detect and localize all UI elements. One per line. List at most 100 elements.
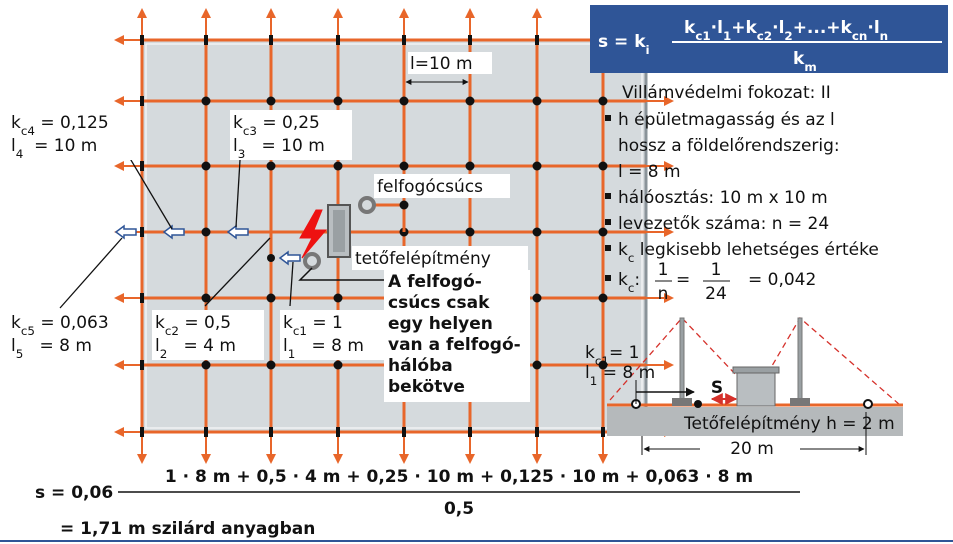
leader (235, 159, 241, 228)
text-part: = 0,5 (179, 313, 231, 333)
note: egy helyen (388, 314, 493, 334)
subscript: 2 (784, 29, 792, 43)
junction (598, 360, 608, 370)
text-part: l = 8 m (618, 162, 681, 182)
bullet (605, 115, 611, 121)
bullet (605, 193, 611, 199)
info-line: kc: (618, 270, 640, 295)
text-part: k (233, 113, 243, 133)
junction (465, 96, 475, 106)
subscript: 5 (16, 347, 24, 361)
text-part: = 1 (307, 313, 343, 333)
clamp (336, 427, 340, 437)
structure-top (732, 366, 780, 374)
flow-arrow (114, 224, 137, 240)
note: A felfogó- (388, 272, 482, 292)
side-label: kc1= 1 (585, 343, 639, 368)
text-part: = 8 m (295, 336, 364, 356)
note: bekötve (388, 377, 465, 397)
note: csúcs csak (388, 293, 490, 313)
mast (797, 317, 803, 401)
junction (266, 360, 276, 370)
calc-denominator: 0,5 (444, 499, 474, 519)
info-line: levezetők száma: n = 24 (618, 214, 829, 234)
clamp (140, 427, 144, 437)
label-bg (8, 310, 140, 360)
mast-base (790, 398, 810, 406)
subscript: 3 (238, 147, 246, 161)
grid-label: l5 = 8 m (11, 336, 92, 361)
leader (59, 237, 123, 309)
lightning (299, 209, 328, 259)
subscript: c5 (21, 324, 35, 338)
fraction-top: 1 (711, 260, 722, 280)
clamp (468, 427, 472, 437)
bullet (605, 275, 611, 281)
junction (532, 360, 542, 370)
fraction-bottom: n (658, 284, 669, 304)
air-terminal (358, 196, 376, 214)
leader (204, 237, 271, 307)
text-part: k (11, 113, 21, 133)
clamp (402, 35, 406, 45)
label-bg (152, 310, 264, 360)
subscript: c2 (757, 29, 772, 43)
flow-arrow (162, 224, 185, 240)
text-part: ·l (867, 18, 879, 38)
text-part: k (684, 18, 696, 38)
label-bg (408, 52, 492, 74)
clamp (140, 161, 144, 171)
label-bg (8, 110, 140, 160)
junction (863, 399, 873, 409)
junction (333, 293, 343, 303)
info-line: l = 8 m (618, 162, 681, 182)
junction (201, 161, 211, 171)
text-part: l (155, 336, 160, 356)
subscript: 1 (590, 374, 598, 388)
numerator: kc1·l1+kc2·l2+...+kcn·ln (684, 18, 888, 43)
clamp (402, 427, 406, 437)
mast-base (672, 398, 692, 406)
junction (598, 161, 608, 171)
text-part: l (585, 363, 590, 383)
grid-label: kc3 = 0,25 (233, 113, 320, 138)
info-line: hossz a földelőrendszerig: (618, 136, 840, 156)
flow-arrow (278, 250, 301, 266)
junction (333, 161, 343, 171)
grid-label: l2 = 4 m (155, 336, 236, 361)
text-part: k (283, 313, 293, 333)
junction (333, 360, 343, 370)
bullet (605, 219, 611, 225)
clamp (204, 427, 208, 437)
text-part: l (11, 336, 16, 356)
text-part: k (618, 240, 628, 260)
subscript: 1 (288, 347, 296, 361)
label-bg (374, 174, 510, 198)
leader (289, 261, 294, 307)
junction (266, 293, 276, 303)
roof-edge (145, 43, 643, 429)
info-line: h épületmagasság és az l (618, 110, 835, 130)
clamp (269, 35, 273, 45)
width-label: 20 m (730, 439, 774, 459)
grid-label: l1 = 8 m (283, 336, 364, 361)
text-part: = 0,125 (35, 113, 109, 133)
junction (694, 400, 702, 408)
grid-label: kc2 = 0,5 (155, 313, 231, 338)
junction (266, 96, 276, 106)
text-part: : (634, 270, 640, 290)
text-part: +k (731, 18, 757, 38)
subscript: c (628, 251, 635, 265)
text-part: = 0,25 (257, 113, 320, 133)
mast (679, 317, 685, 401)
s-label: S (711, 378, 723, 398)
calc-lhs: s = 0,06 (35, 483, 113, 503)
leader (298, 267, 386, 281)
text-part: levezetők száma: n = 24 (618, 214, 829, 234)
subscript: c (628, 281, 635, 295)
subscript: m (804, 60, 816, 74)
clamp (140, 293, 144, 303)
calc-numerator: 1 · 8 m + 0,5 · 4 m + 0,25 · 10 m + 0,12… (165, 467, 753, 487)
subscript: cn (852, 29, 868, 43)
label-bg (280, 310, 384, 360)
